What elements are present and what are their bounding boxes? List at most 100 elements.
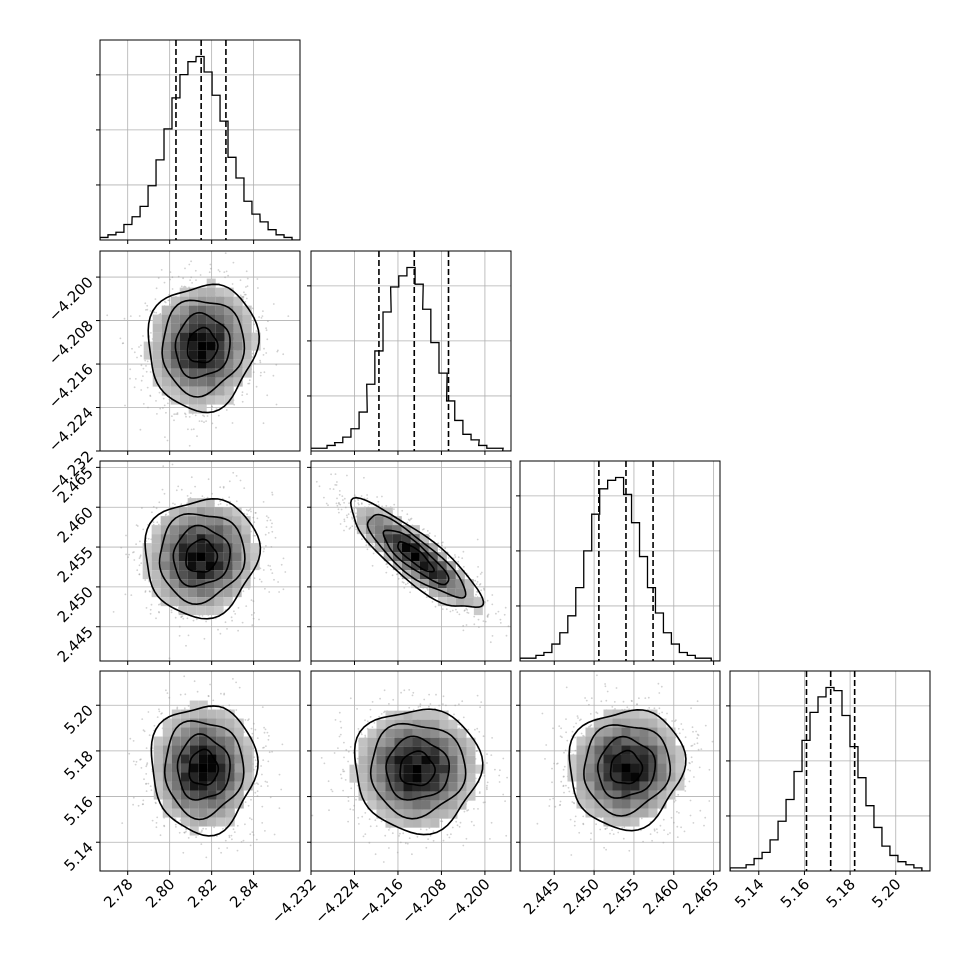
sample-point [189,243,191,245]
sample-point [267,516,270,519]
density-cell [206,323,216,333]
sample-point [274,536,277,539]
density-cell [224,323,234,333]
sample-point [353,494,356,497]
density-cell [196,570,206,580]
sample-point [401,581,404,583]
sample-point [447,557,450,559]
sample-point [112,611,115,613]
density-cell [428,588,438,598]
sample-point [229,500,232,503]
sample-point [355,528,357,531]
histogram-panel-p1 [311,251,511,451]
sample-point [144,579,147,581]
sample-point [343,497,346,500]
sample-point [335,484,338,486]
density-peak [197,552,206,561]
density-cell [419,534,429,544]
sample-point [261,315,264,317]
sample-point [258,618,260,621]
density-cell [197,332,207,342]
sample-point [445,608,448,611]
sample-point [162,465,165,468]
sample-point [262,501,265,503]
sample-point [391,574,394,577]
density-cell [233,368,243,378]
density-cell [242,332,252,342]
sample-point [257,783,259,785]
sample-point [130,594,133,596]
density-cell [188,323,198,333]
sample-point [462,565,465,568]
density-cell [197,350,207,360]
sample-point [245,286,247,288]
density-cell [214,525,224,535]
sample-point [186,502,189,505]
sample-point [165,513,167,516]
sample-point [483,589,486,591]
sample-point [198,420,201,422]
sample-point [270,568,272,571]
sample-point [341,495,344,497]
density-cell [169,543,179,553]
sample-point [232,471,235,474]
density-cell [356,516,366,526]
density-cell [206,377,216,387]
sample-point [173,413,176,416]
density-cell [383,534,393,544]
sample-point [484,601,487,604]
sample-point [144,591,147,593]
sample-point [124,404,126,407]
sample-point [149,371,152,373]
sample-point [245,605,248,607]
sample-point [239,479,242,482]
density-cell [446,588,456,598]
sample-point [146,304,149,307]
density-cell [151,552,161,562]
sample-point [354,500,356,502]
sample-point [158,611,161,614]
density-cell [161,359,171,369]
sample-point [138,564,141,567]
sample-point [217,628,219,631]
sample-point [440,542,443,544]
sample-point [330,473,332,476]
density-cell [365,534,375,544]
sample-point [158,391,161,394]
density-cell [233,305,243,315]
density-cell [170,332,180,342]
sample-point [172,502,174,505]
sample-point [156,413,158,415]
density-cell [215,386,225,396]
sample-point [458,567,460,570]
sample-point [360,502,363,505]
density-cell [178,561,188,571]
sample-point [205,420,208,422]
sample-point [406,521,409,524]
density-cell [223,597,233,607]
density-cell [152,323,162,333]
sample-point [119,337,122,340]
sample-point [438,548,441,551]
sample-point [228,496,231,499]
sample-point [245,270,248,273]
sample-point [262,550,265,553]
density-cell [251,341,261,351]
density-cell [215,323,225,333]
sample-point [181,615,184,618]
sample-point [504,606,507,609]
sample-point [184,267,186,270]
sample-point [267,320,269,323]
sample-point [182,851,185,854]
contour-lines [144,497,262,620]
density-cell [170,323,180,333]
sample-point [180,285,183,288]
density-cell [214,597,224,607]
density-cell [401,534,411,544]
sample-point [479,583,482,585]
sample-point [163,492,166,495]
sample-point [150,603,153,606]
density-cell [224,350,234,360]
sample-point [287,315,290,317]
sample-point [174,503,176,506]
